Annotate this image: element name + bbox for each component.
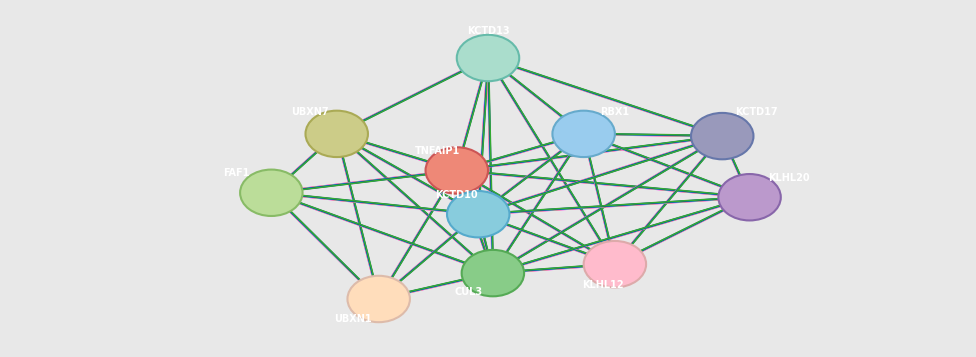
Ellipse shape — [426, 147, 488, 193]
Text: KCTD17: KCTD17 — [735, 107, 778, 117]
Text: TNFAIP1: TNFAIP1 — [415, 146, 460, 156]
Ellipse shape — [240, 170, 303, 216]
Text: FAF1: FAF1 — [223, 168, 250, 178]
Text: RBX1: RBX1 — [600, 107, 630, 117]
Ellipse shape — [462, 250, 524, 296]
Ellipse shape — [691, 113, 753, 159]
Text: UBXN7: UBXN7 — [292, 106, 329, 117]
Text: KLHL12: KLHL12 — [583, 280, 624, 290]
Text: UBXN1: UBXN1 — [335, 314, 372, 324]
Ellipse shape — [584, 241, 646, 287]
Ellipse shape — [447, 191, 509, 237]
Ellipse shape — [347, 276, 410, 322]
Ellipse shape — [718, 174, 781, 220]
Text: KCTD10: KCTD10 — [435, 190, 478, 201]
Ellipse shape — [457, 35, 519, 81]
Ellipse shape — [552, 111, 615, 157]
Ellipse shape — [305, 111, 368, 157]
Text: KCTD13: KCTD13 — [467, 26, 509, 36]
Text: CUL3: CUL3 — [455, 287, 482, 297]
Text: KLHL20: KLHL20 — [768, 172, 809, 183]
